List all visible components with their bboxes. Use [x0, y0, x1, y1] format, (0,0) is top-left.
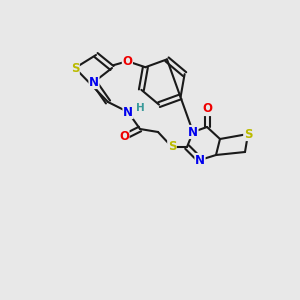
Text: O: O	[122, 55, 132, 68]
Text: S: S	[244, 128, 252, 140]
Text: S: S	[71, 61, 79, 74]
Text: N: N	[195, 154, 205, 166]
Text: O: O	[119, 130, 129, 143]
Text: N: N	[123, 106, 133, 118]
Text: N: N	[89, 76, 99, 88]
Text: N: N	[188, 125, 198, 139]
Text: H: H	[136, 103, 144, 113]
Text: O: O	[202, 103, 212, 116]
Text: S: S	[168, 140, 176, 154]
